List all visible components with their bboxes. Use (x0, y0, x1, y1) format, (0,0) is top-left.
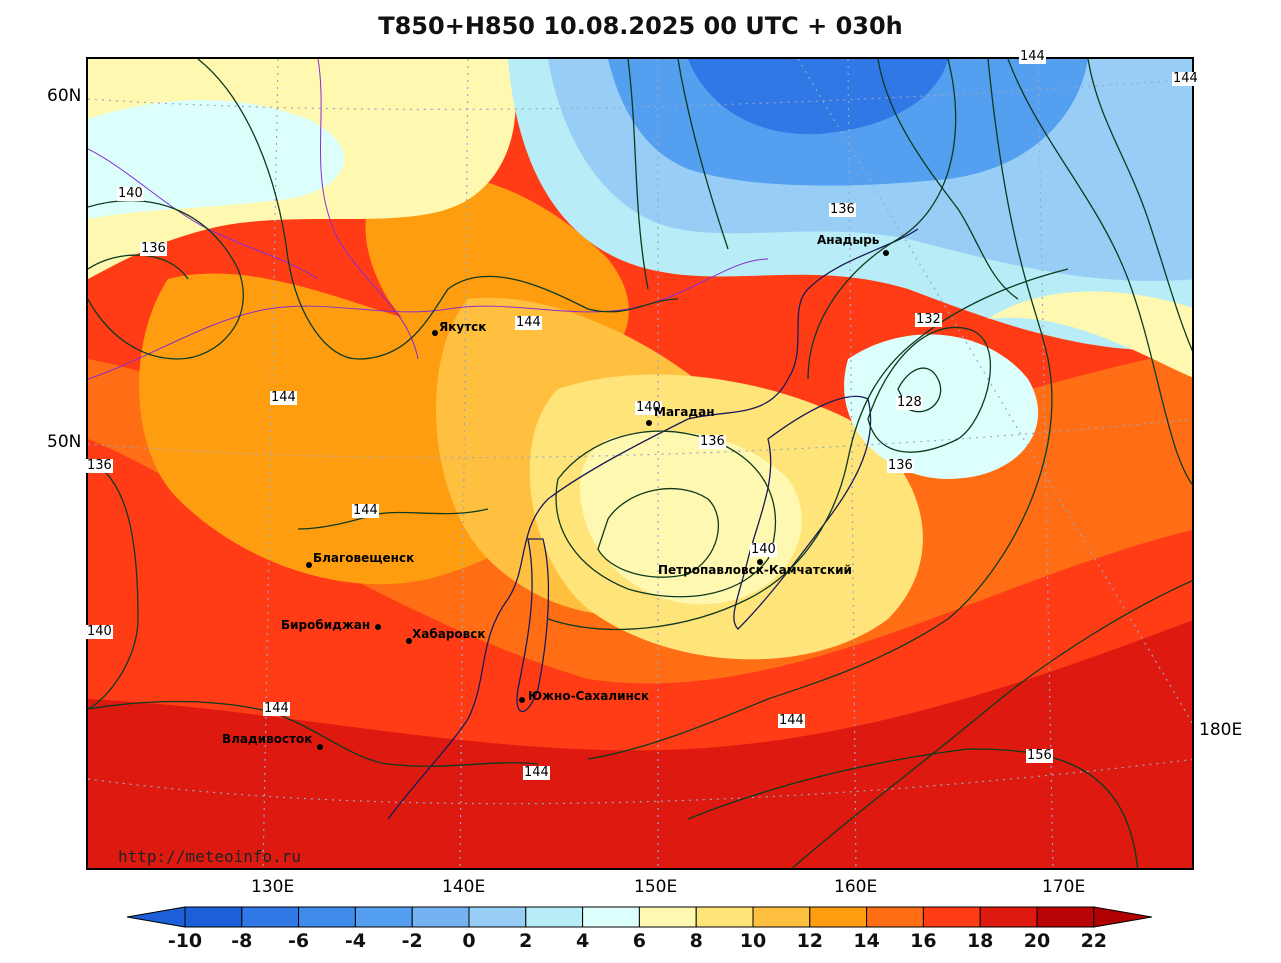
colorbar-tick-label: -8 (231, 930, 253, 952)
colorbar-segment (809, 906, 868, 928)
colorbar-segment (979, 906, 1038, 928)
colorbar-tick-label: 14 (853, 930, 880, 952)
colorbar-segment (922, 906, 981, 928)
colorbar-tick-label: -10 (167, 930, 203, 952)
isohypse-label: 140 (117, 186, 144, 201)
east-yellow (988, 291, 1192, 378)
colorbar-segment (695, 906, 754, 928)
city-label-blagoveshchensk: Благовещенск (313, 551, 415, 565)
colorbar-segment (468, 906, 527, 928)
isohypse-label: 136 (699, 434, 726, 449)
isohypses (88, 59, 1192, 868)
city-label-birobidzhan: Биробиджан (281, 618, 371, 632)
isohypse-label: 144 (515, 315, 542, 330)
pale-yellow-core (579, 431, 802, 605)
coastline-mainland (387, 228, 919, 820)
isohypse-label: 156 (1026, 748, 1053, 763)
lon-label-150e: 150E (634, 877, 678, 897)
lon-label-130e: 130E (251, 877, 295, 897)
city-label-yuzhno-sakhalinsk: Южно-Сахалинск (528, 689, 650, 703)
map-title: T850+H850 10.08.2025 00 UTC + 030h (378, 12, 903, 40)
graticule (88, 59, 1192, 868)
city-label-khabarovsk: Хабаровск (412, 627, 486, 641)
colorbar-tick-label: -6 (288, 930, 310, 952)
cold-core-2 (688, 59, 948, 135)
isohypse-label: 144 (1172, 71, 1199, 86)
watermark: http://meteoinfo.ru (118, 847, 302, 866)
colorbar-segment (866, 906, 924, 928)
colorbar-segment (582, 906, 640, 928)
colorbar-tick-label: -2 (401, 930, 423, 952)
colorbar-tick-label: 20 (1023, 930, 1051, 952)
isohypse-label: 136 (887, 458, 914, 473)
lat-label-50n: 50N (47, 432, 82, 452)
colorbar-tick-label: -4 (344, 930, 366, 952)
coastline-sakhalin (516, 538, 550, 712)
isohypse-label: 136 (140, 241, 167, 256)
colorbar-tick-label: 8 (689, 930, 703, 952)
colorbar-tick-label: 10 (739, 930, 767, 952)
isohypse-label: 144 (523, 765, 550, 780)
lat-label-60n: 60N (47, 86, 82, 106)
isohypse-label: 140 (750, 542, 777, 557)
nw-cyan (88, 100, 345, 219)
isohypse-label: 140 (86, 624, 113, 639)
isohypse-label: 136 (829, 202, 856, 217)
colorbar-segment (638, 906, 697, 928)
colorbar-segment (241, 906, 300, 928)
isohypse-label: 132 (915, 312, 942, 327)
colorbar-segment (752, 906, 811, 928)
city-label-yakutsk: Якутск (439, 320, 487, 334)
colorbar-segment (298, 906, 356, 928)
city-label-petropavlovsk: Петропавловск-Камчатский (658, 563, 852, 577)
colorbar-tick-label: 6 (632, 930, 646, 952)
colorbar-tick-label: 22 (1080, 930, 1108, 952)
lon-label-170e: 170E (1042, 877, 1086, 897)
lon-label-140e: 140E (442, 877, 486, 897)
admin-border-1 (88, 258, 769, 380)
city-markers (306, 250, 889, 750)
colorbar-segment (525, 906, 584, 928)
colorbar-tick-label: 12 (796, 930, 824, 952)
colorbar-tick-label: 16 (910, 930, 937, 952)
isohypse-label: 144 (270, 390, 297, 405)
isohypse-label: 128 (896, 395, 923, 410)
city-label-anadyr: Анадырь (817, 233, 880, 247)
colorbar-tick-label: 18 (966, 930, 994, 952)
isohypse-label: 144 (1019, 49, 1046, 64)
colorbar (127, 906, 1152, 928)
colorbar-segment (411, 906, 470, 928)
lon-label-160e: 160E (834, 877, 878, 897)
red-band (88, 620, 1192, 868)
isohypse-label: 140 (635, 400, 662, 415)
city-label-magadan: Магадан (654, 405, 715, 419)
colorbar-tick-label: 4 (575, 930, 590, 952)
colorbar-segment (184, 906, 243, 928)
isohypse-label: 144 (263, 701, 290, 716)
isohypse-label: 136 (86, 458, 113, 473)
isohypse-label: 144 (778, 713, 805, 728)
isohypse-label: 144 (352, 503, 379, 518)
colorbar-high-arrow (1093, 906, 1152, 928)
colorbar-low-arrow (127, 906, 186, 928)
admin-border-2 (317, 59, 419, 360)
colorbar-tick-label: 2 (519, 930, 533, 952)
colorbar-segment (1036, 906, 1095, 928)
colorbar-segment (354, 906, 413, 928)
colorbar-tick-label: 0 (462, 930, 476, 952)
lon-label-180e: 180E (1199, 720, 1243, 740)
city-label-vladivostok: Владивосток (222, 732, 313, 746)
